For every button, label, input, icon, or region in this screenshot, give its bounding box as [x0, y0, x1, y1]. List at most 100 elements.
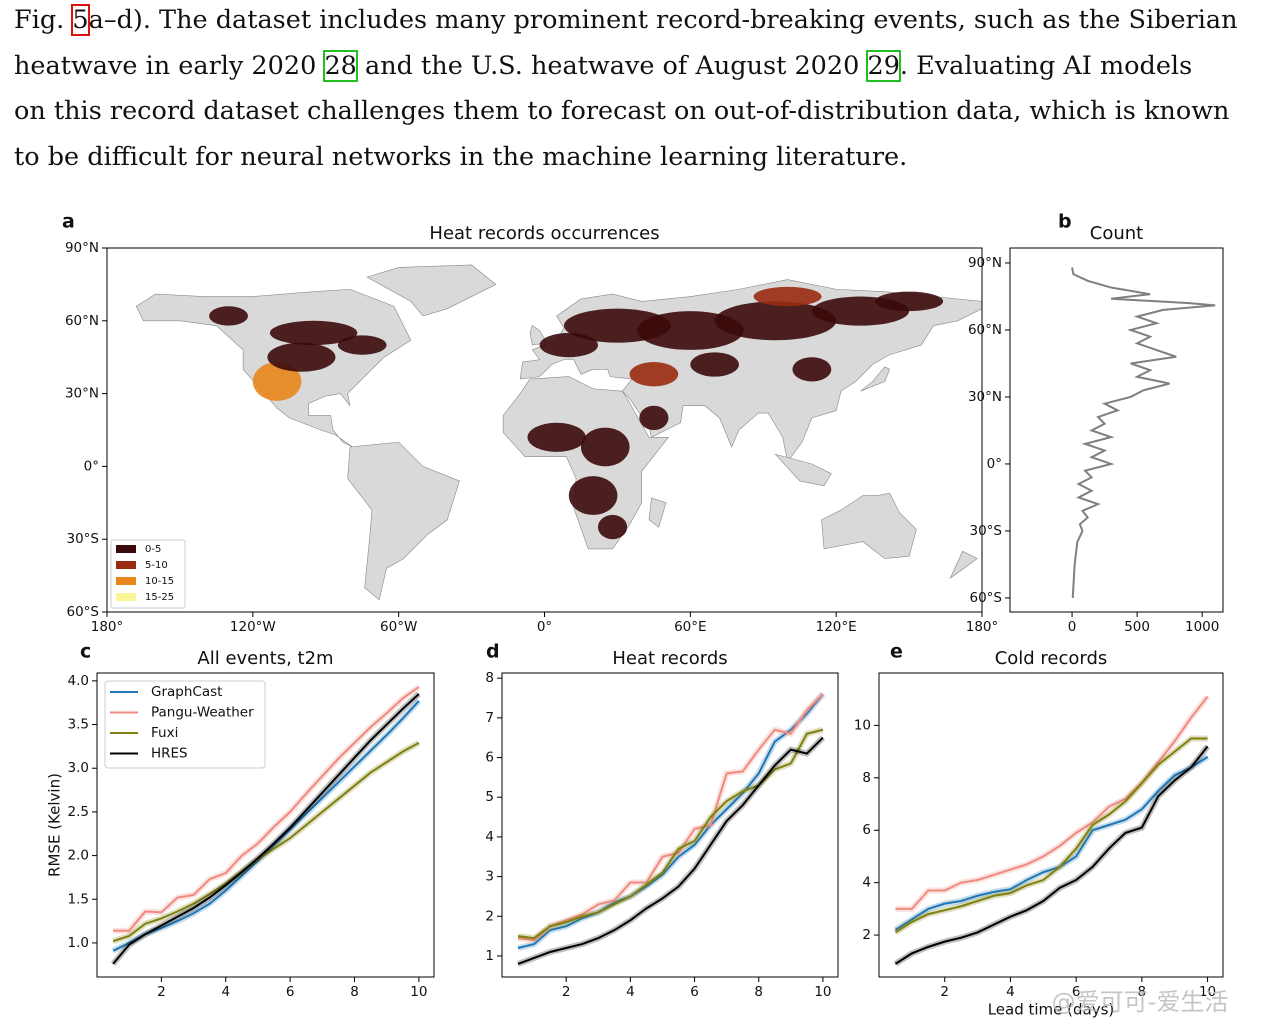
y-tick-label: 5 [485, 789, 494, 805]
y-tick-label: 60°N [65, 313, 99, 329]
chart-title: Count [1090, 223, 1143, 244]
x-tick-label: 10 [814, 984, 831, 1000]
x-tick-label: 8 [350, 984, 359, 1000]
paragraph: Fig. 5a–d). The dataset includes many pr… [14, 0, 1268, 182]
heat-area [690, 352, 739, 377]
chart-title: All events, t2m [197, 648, 333, 669]
heat-area [568, 476, 618, 515]
y-tick-label: 4 [485, 829, 494, 845]
x-axis-label: Lead time (days) [988, 1001, 1115, 1019]
y-tick-label: 2.5 [68, 804, 89, 820]
x-tick-label: 10 [1199, 984, 1216, 1000]
y-tick-label: 1.0 [68, 935, 89, 951]
y-tick-label: 2 [862, 927, 871, 943]
y-tick-label: 10 [854, 717, 871, 733]
legend-swatch [116, 545, 136, 553]
y-tick-label: 30°N [968, 389, 1002, 405]
land [502, 376, 670, 550]
heat-area [209, 306, 248, 326]
y-tick-label: 30°S [970, 523, 1003, 539]
x-tick-label: 0° [537, 619, 552, 635]
axis-frame [106, 247, 983, 613]
x-tick-label: 6 [1072, 984, 1081, 1000]
citation[interactable]: 29 [866, 49, 901, 82]
legend-label: GraphCast [151, 684, 222, 700]
text: . Evaluating AI models [899, 50, 1193, 81]
y-tick-label: 90°N [968, 255, 1002, 271]
legend-label: Fuxi [151, 725, 178, 741]
y-tick-label: 0° [84, 458, 99, 474]
x-tick-label: 180° [91, 619, 124, 635]
y-tick-label: 8 [862, 770, 871, 786]
series-line [895, 695, 1209, 910]
axis-frame [878, 672, 1224, 978]
citation[interactable]: 28 [323, 49, 358, 82]
axis-frame [501, 672, 839, 978]
series-line [517, 693, 824, 949]
text-line: Fig. 5a–d). The dataset includes many pr… [14, 0, 1268, 46]
series-line [517, 736, 824, 965]
series-line [894, 745, 1209, 965]
chart-title: Cold records [995, 648, 1108, 669]
y-tick-label: 4 [862, 875, 871, 891]
count-line [1071, 267, 1216, 598]
series-line [517, 728, 824, 940]
y-tick-label: 60°S [970, 590, 1003, 606]
y-tick-label: 0° [987, 456, 1002, 472]
heat-area [269, 320, 358, 346]
panel-label: a [62, 211, 75, 233]
heat-area [597, 514, 628, 540]
legend-label: HRES [151, 746, 188, 762]
x-tick-label: 8 [1138, 984, 1147, 1000]
legend-swatch [116, 561, 136, 569]
land [949, 550, 978, 579]
x-tick-label: 180° [966, 619, 999, 635]
land [366, 264, 497, 317]
x-tick-label: 2 [940, 984, 949, 1000]
x-tick-label: 6 [286, 984, 295, 1000]
y-tick-label: 6 [485, 750, 494, 766]
x-tick-label: 8 [754, 984, 763, 1000]
land [774, 453, 832, 487]
panel-label: b [1058, 211, 1072, 233]
x-tick-label: 120°E [816, 619, 857, 635]
y-tick-label: 6 [862, 822, 871, 838]
panel-label: d [486, 641, 500, 663]
heat-area [875, 291, 944, 312]
heat-area [629, 362, 679, 387]
heat-area [527, 422, 586, 452]
y-tick-label: 1.5 [68, 891, 89, 907]
figure-ref[interactable]: 5 [71, 4, 90, 36]
heat-area [337, 335, 387, 355]
y-tick-label: 2 [485, 908, 494, 924]
y-tick-label: 60°N [968, 322, 1002, 338]
series-line [894, 756, 1209, 931]
x-tick-label: 60°W [380, 619, 417, 635]
x-tick-label: 0 [1068, 619, 1077, 635]
heat-area [792, 357, 832, 382]
land [860, 366, 891, 392]
text: on this record dataset challenges them t… [14, 96, 1230, 126]
text-line: on this record dataset challenges them t… [14, 91, 1268, 137]
y-tick-label: 30°S [67, 531, 100, 547]
heat-area [539, 332, 598, 358]
text-line: heatwave in early 2020 28 and the U.S. h… [14, 46, 1268, 92]
legend-label: Pangu-Weather [151, 705, 254, 721]
series-line [517, 693, 824, 942]
x-tick-label: 2 [562, 984, 571, 1000]
heat-area [267, 342, 336, 372]
chart-title: Heat records [612, 648, 727, 669]
x-tick-label: 6 [690, 984, 699, 1000]
legend-label: 0-5 [145, 544, 161, 555]
heat-area [714, 301, 837, 341]
text: to be difficult for neural networks in t… [14, 141, 908, 172]
legend-label: 10-15 [145, 576, 174, 587]
text: a–d). The dataset includes many prominen… [88, 5, 1238, 35]
y-tick-label: 3 [485, 869, 494, 885]
legend-label: 15-25 [145, 592, 174, 603]
heat-area [753, 286, 822, 307]
x-tick-label: 2 [157, 984, 166, 1000]
legend-swatch [116, 577, 136, 585]
